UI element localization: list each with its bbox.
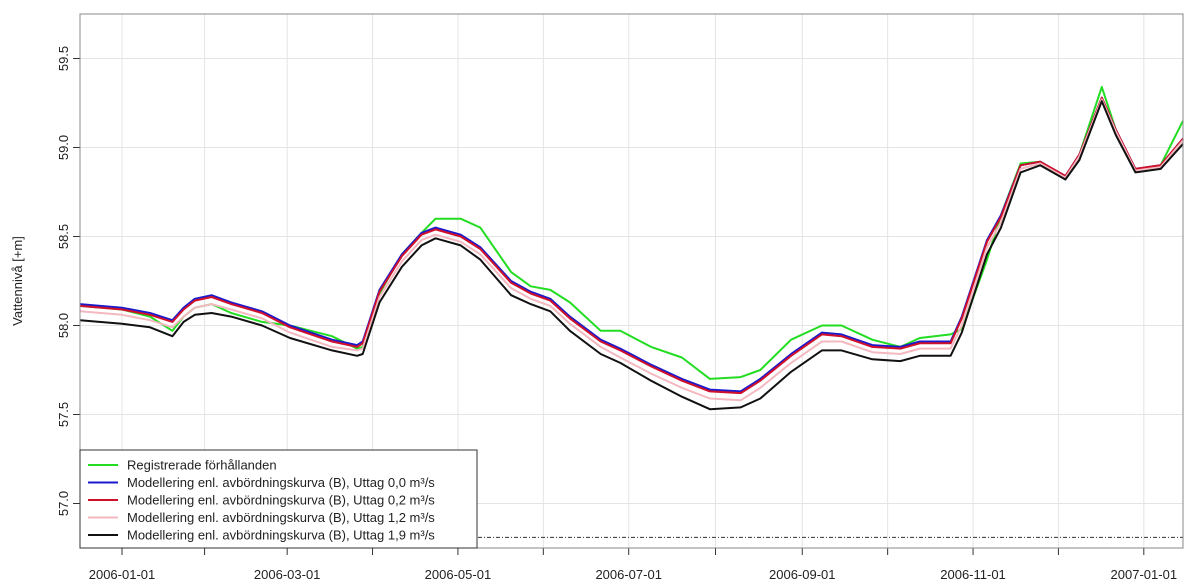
y-tick-label: 58.5 [56,224,71,249]
series-line [79,86,1184,380]
x-tick-label: 2006-11-01 [940,567,1006,582]
legend-label: Modellering enl. avbördningskurva (B), U… [127,475,435,490]
x-tick-label: 2006-05-01 [425,567,492,582]
series-line [79,98,1184,402]
x-tick-label: 2007-01-01 [1111,567,1178,582]
y-tick-label: 58.0 [56,313,71,338]
y-tick-label: 57.0 [56,491,71,516]
legend-label: Registrerade förhållanden [127,458,277,473]
y-tick-label: 57.5 [56,402,71,427]
x-tick-label: 2006-01-01 [89,567,156,582]
legend-label: Modellering enl. avbördningskurva (B), U… [127,510,435,525]
plot-frame [79,13,1184,549]
series-line [79,96,1184,393]
y-axis-label: Vattennivå [+m] [10,236,25,326]
series-line [79,96,1184,395]
x-tick-label: 2006-07-01 [595,567,662,582]
legend-label: Modellering enl. avbördningskurva (B), U… [127,528,435,543]
x-tick-label: 2006-03-01 [254,567,321,582]
y-tick-label: 59.0 [56,135,71,160]
series-line [79,100,1184,411]
legend-box [79,449,478,549]
legend-label: Modellering enl. avbördningskurva (B), U… [127,493,435,508]
y-tick-label: 59.5 [56,46,71,71]
x-tick-label: 2006-09-01 [769,567,836,582]
